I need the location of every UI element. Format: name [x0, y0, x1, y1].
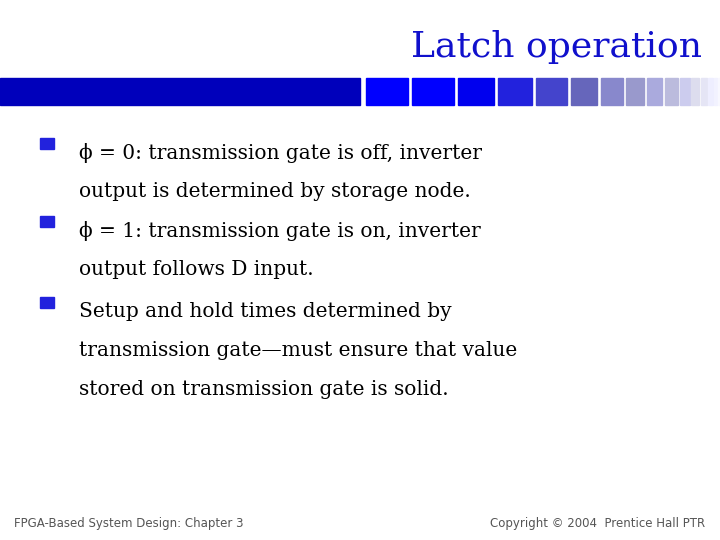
Text: Latch operation: Latch operation — [411, 30, 702, 64]
Bar — [701, 78, 707, 105]
Bar — [626, 78, 644, 105]
Bar — [708, 78, 713, 105]
Bar — [680, 78, 690, 105]
Bar — [601, 78, 623, 105]
Bar — [40, 297, 54, 308]
Text: transmission gate—must ensure that value: transmission gate—must ensure that value — [79, 341, 518, 360]
Bar — [665, 78, 678, 105]
Bar — [714, 78, 717, 105]
Text: ϕ = 0: transmission gate is off, inverter: ϕ = 0: transmission gate is off, inverte… — [79, 143, 482, 163]
Bar — [647, 78, 662, 105]
Bar — [40, 216, 54, 227]
Text: stored on transmission gate is solid.: stored on transmission gate is solid. — [79, 380, 449, 399]
Text: ϕ = 1: transmission gate is on, inverter: ϕ = 1: transmission gate is on, inverter — [79, 221, 481, 241]
Bar — [691, 78, 699, 105]
Text: Copyright © 2004  Prentice Hall PTR: Copyright © 2004 Prentice Hall PTR — [490, 517, 706, 530]
Bar — [498, 78, 532, 105]
Text: output follows D input.: output follows D input. — [79, 260, 314, 279]
Bar — [0, 78, 360, 105]
Bar — [571, 78, 597, 105]
Text: output is determined by storage node.: output is determined by storage node. — [79, 182, 471, 201]
Text: Setup and hold times determined by: Setup and hold times determined by — [79, 302, 452, 321]
Text: FPGA-Based System Design: Chapter 3: FPGA-Based System Design: Chapter 3 — [14, 517, 244, 530]
Bar — [458, 78, 494, 105]
Bar — [536, 78, 567, 105]
Bar — [40, 138, 54, 148]
Bar — [366, 78, 408, 105]
Bar — [718, 78, 720, 105]
Bar — [412, 78, 454, 105]
